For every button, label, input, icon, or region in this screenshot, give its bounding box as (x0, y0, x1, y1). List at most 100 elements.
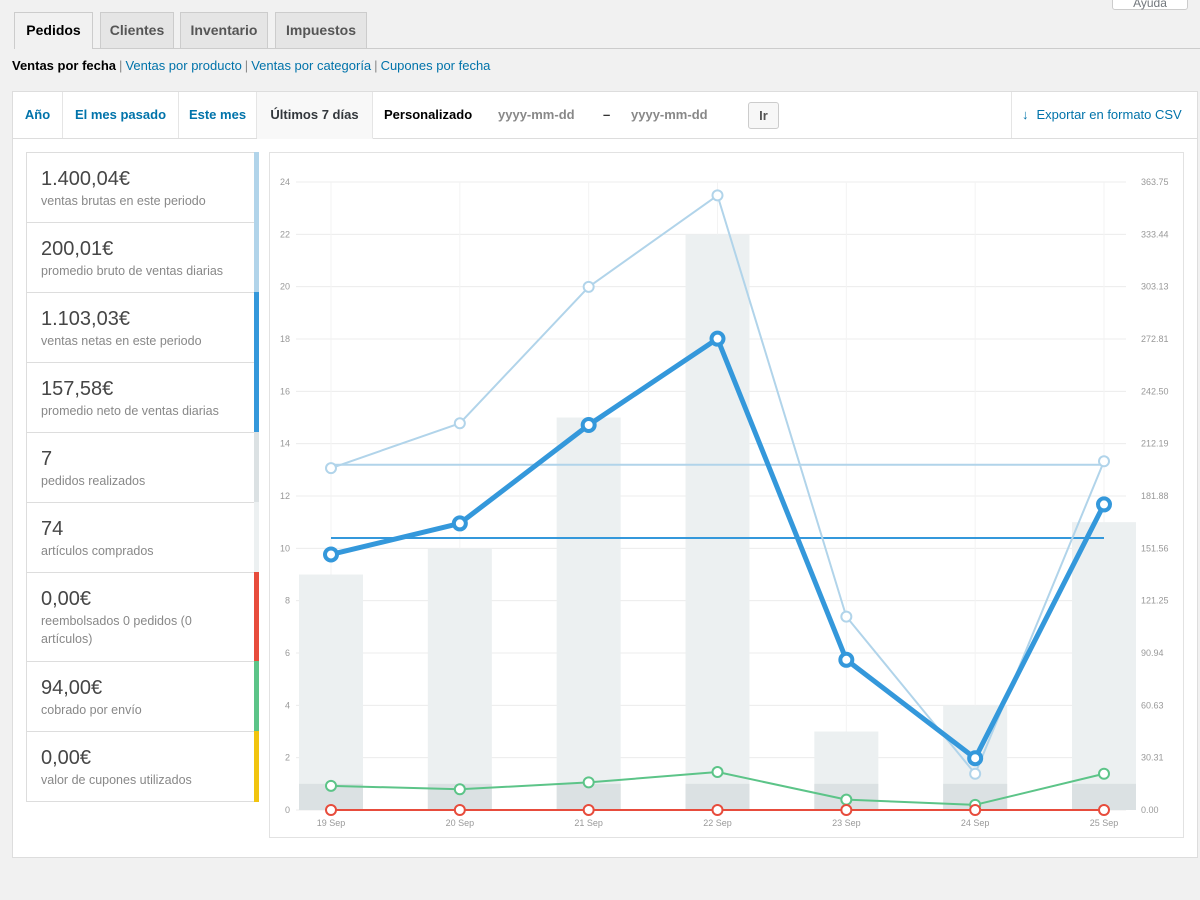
y-axis-left-tick: 10 (280, 543, 290, 553)
report-subnav: Ventas por fecha | Ventas por producto | Ven… (12, 58, 490, 73)
range-this-month[interactable]: Este mes (179, 92, 257, 138)
legend-color-bar (254, 572, 259, 662)
tab-customers[interactable]: Clientes (100, 12, 174, 48)
x-axis-tick: 25 Sep (1090, 818, 1119, 828)
legend-value: 1.103,03€ (41, 308, 130, 330)
sales-chart-svg: 0246810121416182022240.0030.3160.6390.94… (280, 177, 1169, 828)
y-axis-right-tick: 333.44 (1141, 229, 1169, 239)
x-axis-tick: 22 Sep (703, 818, 732, 828)
subnav-sales-by-category[interactable]: Ventas por categoría (251, 58, 372, 73)
y-axis-left-tick: 8 (285, 596, 290, 606)
subnav-coupons-by-date[interactable]: Cupones por fecha (380, 58, 491, 73)
point-net (967, 750, 984, 767)
x-axis-tick: 20 Sep (446, 818, 475, 828)
point-refunds (1098, 804, 1110, 816)
legend-item[interactable]: 1.400,04€ ventas brutas en este periodo (26, 152, 259, 223)
point-gross (711, 189, 724, 202)
legend-label: promedio bruto de ventas diarias (41, 264, 224, 278)
y-axis-left-tick: 0 (285, 805, 290, 815)
legend-item[interactable]: 0,00€ valor de cupones utilizados (26, 731, 259, 802)
legend-color-bar (254, 432, 259, 503)
y-axis-left-tick: 6 (285, 648, 290, 658)
tab-taxes[interactable]: Impuestos (275, 12, 367, 48)
y-axis-left-tick: 12 (280, 491, 290, 501)
legend-color-bar (254, 731, 259, 802)
go-button[interactable]: Ir (748, 102, 779, 129)
point-refunds (711, 804, 724, 816)
point-shipping (711, 766, 724, 779)
bar-items (1072, 522, 1136, 810)
point-net (323, 546, 339, 563)
point-shipping (840, 793, 853, 806)
point-refunds (453, 804, 466, 816)
point-net (580, 416, 597, 433)
help-button[interactable]: Ayuda (1112, 0, 1188, 10)
range-last-month[interactable]: El mes pasado (63, 92, 179, 138)
report-tabs: Pedidos Clientes Inventario Impuestos (14, 12, 1200, 49)
point-net (1096, 496, 1112, 513)
legend-label: artículos comprados (41, 544, 154, 558)
point-gross (1098, 455, 1110, 468)
y-axis-left-tick: 4 (285, 700, 290, 710)
range-last-7-days[interactable]: Últimos 7 días (257, 92, 373, 139)
legend-label: promedio neto de ventas diarias (41, 404, 219, 418)
legend-value: 200,01€ (41, 238, 114, 260)
date-to-input[interactable]: yyyy-mm-dd (631, 107, 708, 122)
legend-value: 0,00€ (41, 747, 92, 769)
legend-item[interactable]: 0,00€ reembolsados 0 pedidos (0 artículos… (26, 572, 259, 662)
tab-orders[interactable]: Pedidos (14, 12, 93, 49)
subnav-separator: | (119, 58, 123, 73)
point-gross (969, 767, 982, 780)
point-gross (840, 610, 853, 623)
date-range-dash: – (603, 107, 611, 122)
legend-value: 7 (41, 448, 53, 470)
export-csv-label: Exportar en formato CSV (1036, 107, 1182, 122)
legend-item[interactable]: 157,58€ promedio neto de ventas diarias (26, 362, 259, 433)
legend-label: pedidos realizados (41, 474, 146, 488)
date-range-bar: Año El mes pasado Este mes Últimos 7 día… (13, 92, 1197, 139)
legend-item[interactable]: 1.103,03€ ventas netas en este periodo (26, 292, 259, 363)
y-axis-right-tick: 121.25 (1141, 596, 1169, 606)
y-axis-left-tick: 2 (285, 753, 290, 763)
tab-stock[interactable]: Inventario (180, 12, 268, 48)
point-gross (453, 417, 466, 430)
subnav-sales-by-product[interactable]: Ventas por producto (125, 58, 242, 73)
legend-item[interactable]: 94,00€ cobrado por envío (26, 661, 259, 732)
date-from-input[interactable]: yyyy-mm-dd (498, 107, 575, 122)
y-axis-right-tick: 0.00 (1141, 805, 1159, 815)
point-shipping (453, 783, 466, 796)
legend-item[interactable]: 200,01€ promedio bruto de ventas diarias (26, 222, 259, 293)
x-axis-tick: 19 Sep (317, 818, 346, 828)
point-shipping (1098, 767, 1110, 780)
subnav-separator: | (374, 58, 378, 73)
range-year[interactable]: Año (13, 92, 63, 138)
y-axis-left-tick: 20 (280, 282, 290, 292)
legend-color-bar (254, 502, 259, 573)
point-shipping (582, 776, 595, 789)
bar-items (685, 234, 750, 810)
chart-legend: 1.400,04€ ventas brutas en este periodo 20… (26, 152, 259, 802)
y-axis-right-tick: 242.50 (1141, 386, 1169, 396)
export-csv-link[interactable]: ↓ Exportar en formato CSV (1011, 92, 1199, 138)
x-axis-tick: 23 Sep (832, 818, 861, 828)
y-axis-right-tick: 272.81 (1141, 334, 1169, 344)
legend-color-bar (254, 661, 259, 732)
legend-item[interactable]: 74 artículos comprados (26, 502, 259, 573)
y-axis-right-tick: 151.56 (1141, 543, 1169, 553)
legend-value: 0,00€ (41, 588, 92, 610)
x-axis-tick: 24 Sep (961, 818, 990, 828)
bar-items (299, 574, 363, 810)
legend-value: 74 (41, 518, 64, 540)
legend-item[interactable]: 7 pedidos realizados (26, 432, 259, 503)
legend-label: reembolsados 0 pedidos (0 artículos) (41, 614, 192, 646)
y-axis-right-tick: 363.75 (1141, 177, 1169, 187)
y-axis-right-tick: 212.19 (1141, 439, 1169, 449)
x-axis-tick: 21 Sep (574, 818, 603, 828)
legend-value: 157,58€ (41, 378, 114, 400)
legend-color-bar (254, 152, 259, 223)
point-refunds (840, 804, 853, 816)
y-axis-right-tick: 181.88 (1141, 491, 1169, 501)
point-refunds (969, 804, 982, 816)
legend-label: ventas brutas en este periodo (41, 194, 206, 208)
point-refunds (325, 804, 337, 816)
